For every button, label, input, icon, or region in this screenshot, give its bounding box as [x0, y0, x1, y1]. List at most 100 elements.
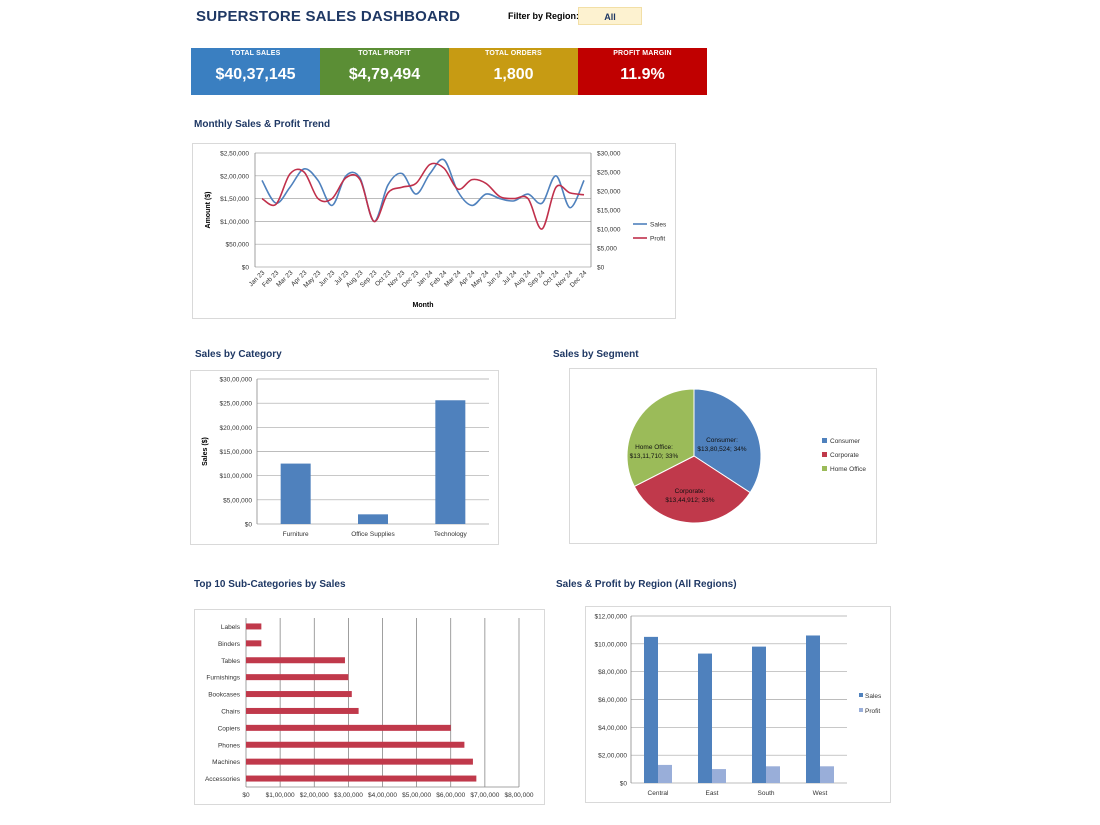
segment-chart-svg: Consumer: $13,80,524; 34% Corporate: $13,44…: [626, 388, 866, 524]
y-tick-label: Copiers: [218, 725, 241, 732]
y2-tick-label: $30,000: [597, 151, 621, 158]
trend-chart-title: Monthly Sales & Profit Trend: [194, 119, 331, 130]
y-tick-label: Tables: [221, 658, 241, 665]
legend-swatch: [859, 708, 863, 712]
legend-label: Corporate: [830, 452, 859, 459]
trend-chart-svg: $0 $50,000 $1,00,000 $1,50,000 $2,00,000 $2,5…: [205, 151, 667, 310]
kpi-label: TOTAL ORDERS: [485, 50, 542, 57]
x-tick-label: Technology: [434, 531, 468, 538]
legend-label: Profit: [865, 708, 880, 715]
kpi-value: 1,800: [493, 66, 534, 83]
legend-label: Sales: [865, 693, 882, 700]
x-tick-label: $3,00,000: [334, 792, 363, 799]
pie-slice-home-office: [626, 388, 695, 488]
bar-sales-central: [644, 636, 658, 783]
y-tick-label: $10,00,000: [219, 473, 252, 480]
legend-swatch: [822, 466, 827, 471]
bar-binders: [246, 640, 262, 647]
region-chart-title: Sales & Profit by Region (All Regions): [556, 579, 737, 590]
x-tick-label: $0: [242, 792, 250, 799]
y-tick-label: $20,00,000: [219, 425, 252, 432]
y-tick-label: $30,00,000: [219, 377, 252, 384]
y-tick-label: $1,00,000: [220, 219, 249, 226]
bar-furnishings: [246, 674, 349, 681]
bar-profit-east: [712, 769, 726, 783]
y-tick-label: $12,00,000: [594, 614, 627, 621]
x-tick-label: $4,00,000: [368, 792, 397, 799]
x-tick-label: West: [813, 790, 828, 797]
y-axis-title: Amount ($): [205, 192, 212, 229]
bar-profit-west: [820, 766, 834, 783]
bar-bookcases: [246, 691, 352, 698]
pie-data-label: Consumer:: [706, 437, 738, 444]
legend-swatch: [859, 693, 863, 697]
kpi-value: $4,79,494: [348, 66, 421, 83]
series-line-profit: [261, 162, 585, 230]
x-tick-label: South: [758, 790, 775, 797]
x-tick-label: $6,00,000: [436, 792, 465, 799]
y-tick-label: $25,00,000: [219, 401, 252, 408]
region-chart-svg: $0 $2,00,000 $4,00,000 $6,00,000 $8,00,000 $1…: [594, 614, 882, 798]
bar-sales-west: [806, 635, 820, 783]
region-chart: $0 $2,00,000 $4,00,000 $6,00,000 $8,00,000 $1…: [585, 606, 891, 803]
x-tick-label: $1,00,000: [266, 792, 295, 799]
y-tick-label: Bookcases: [208, 692, 241, 699]
bar-phones: [246, 741, 465, 748]
y-tick-label: $2,50,000: [220, 151, 249, 158]
bar-labels: [246, 623, 262, 630]
kpi-total-profit: TOTAL PROFIT $4,79,494: [320, 48, 449, 95]
pie-data-label: Corporate:: [675, 488, 706, 495]
bar-profit-central: [658, 764, 672, 783]
x-tick-label: $7,00,000: [470, 792, 499, 799]
y-tick-label: $0: [620, 781, 628, 788]
y-axis-title: Sales ($): [202, 437, 209, 466]
category-chart-svg: $0 $5,00,000 $10,00,000 $15,00,000 $20,00,00…: [202, 377, 489, 538]
category-chart: $0 $5,00,000 $10,00,000 $15,00,000 $20,00,00…: [190, 370, 499, 545]
y2-tick-label: $5,000: [597, 246, 617, 253]
subcategory-chart: $0 $1,00,000 $2,00,000 $3,00,000 $4,00,000 $5…: [194, 609, 545, 805]
y-tick-label: $0: [242, 265, 250, 272]
region-filter-label: Filter by Region:: [508, 11, 580, 21]
bar-chairs: [246, 707, 359, 714]
legend-swatch: [822, 452, 827, 457]
y2-tick-label: $10,000: [597, 227, 621, 234]
kpi-value: 11.9%: [620, 66, 665, 83]
x-tick-label: Office Supplies: [351, 531, 395, 538]
legend-label: Profit: [650, 236, 665, 243]
y2-tick-label: $20,000: [597, 189, 621, 196]
y-tick-label: $8,00,000: [598, 669, 627, 676]
kpi-profit-margin: PROFIT MARGIN 11.9%: [578, 48, 707, 95]
legend-label: Consumer: [830, 438, 861, 445]
y2-tick-label: $15,000: [597, 208, 621, 215]
y-tick-label: $15,00,000: [219, 449, 252, 456]
kpi-total-sales: TOTAL SALES $40,37,145: [191, 48, 320, 95]
region-filter-select[interactable]: All: [578, 7, 642, 25]
y-tick-label: Binders: [218, 641, 241, 648]
x-tick-label: Jun 24: [486, 269, 505, 288]
trend-chart: $0 $50,000 $1,00,000 $1,50,000 $2,00,000 $2,5…: [192, 143, 676, 319]
y-tick-label: $2,00,000: [598, 753, 627, 760]
bar-tables: [246, 657, 345, 664]
bar-copiers: [246, 724, 451, 731]
y-tick-label: $0: [245, 522, 253, 529]
x-tick-label: Central: [648, 790, 670, 797]
pie-data-label: $13,11,710; 33%: [630, 453, 679, 460]
y-tick-label: Phones: [218, 742, 241, 749]
y-tick-label: $6,00,000: [598, 697, 627, 704]
legend-swatch: [822, 438, 827, 443]
bar-accessories: [246, 775, 477, 782]
pie-slice-corporate: [633, 455, 751, 524]
x-tick-label: $8,00,000: [505, 792, 534, 799]
x-axis-title: Month: [413, 302, 434, 309]
y-tick-label: $5,00,000: [223, 497, 252, 504]
series-line-sales: [261, 158, 585, 223]
page-title: SUPERSTORE SALES DASHBOARD: [196, 8, 461, 25]
category-chart-title: Sales by Category: [195, 349, 282, 360]
bar-technology: [435, 400, 466, 524]
segment-chart-title: Sales by Segment: [553, 349, 639, 360]
x-tick-label: $2,00,000: [300, 792, 329, 799]
pie-data-label: Home Office:: [635, 444, 673, 451]
kpi-label: TOTAL SALES: [230, 50, 281, 57]
kpi-value: $40,37,145: [215, 66, 296, 83]
y-tick-label: Labels: [221, 624, 241, 631]
